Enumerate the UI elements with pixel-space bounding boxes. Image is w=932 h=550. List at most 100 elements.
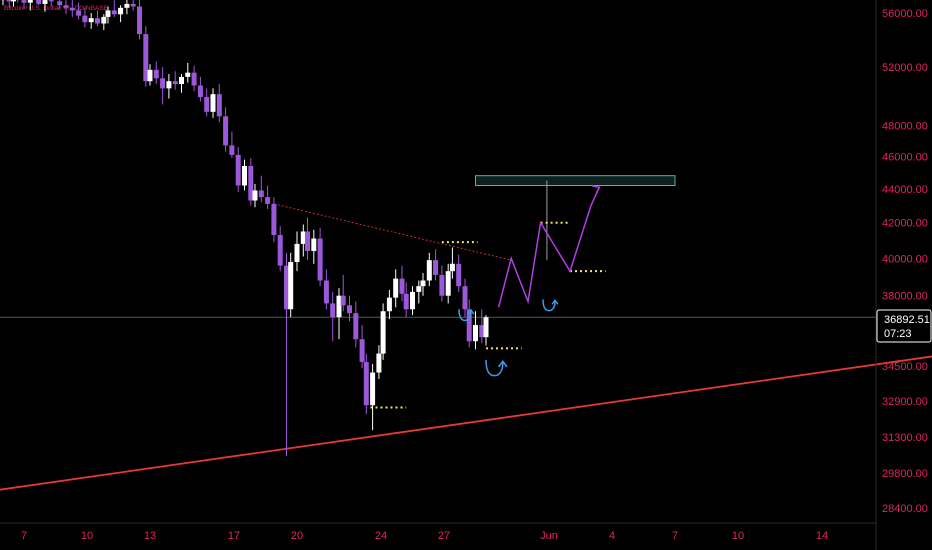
annotations-layer	[370, 175, 676, 409]
reversal-arrowhead	[498, 360, 508, 368]
candle-body	[445, 271, 451, 296]
reversal-arrow	[458, 309, 472, 322]
candle-body	[210, 94, 216, 112]
candle-body	[479, 325, 485, 338]
candle-body	[363, 361, 369, 406]
candle-body	[403, 293, 409, 310]
price-axis[interactable]: 56000.00 52000.00 48000.00 46000.00 44000.00…	[882, 8, 928, 515]
price-tick-label: 32900.00	[882, 396, 928, 408]
date-tick-label: 17	[228, 530, 240, 542]
candles-layer	[0, 0, 489, 456]
candle-body	[42, 0, 48, 4]
candle-body	[317, 238, 323, 281]
candle-body	[191, 72, 197, 86]
resistance-trendline	[273, 203, 512, 261]
candle-body	[393, 278, 399, 298]
candle-body	[376, 353, 382, 373]
candle-body	[204, 97, 210, 112]
candle-body	[410, 291, 415, 310]
candle-body	[300, 231, 306, 244]
candle-body	[386, 297, 392, 312]
price-tick-label: 44000.00	[882, 184, 928, 196]
candle-body	[347, 305, 352, 314]
candle-body	[105, 10, 111, 17]
candle-body	[11, 0, 16, 2]
date-tick-label: 4	[609, 530, 615, 542]
price-tick-label: 38000.00	[882, 291, 928, 303]
candle-body	[439, 274, 445, 296]
candle-body	[433, 260, 439, 275]
date-tick-label: 10	[81, 530, 93, 542]
candle-body	[216, 94, 222, 117]
price-tick-label: 28400.00	[882, 503, 928, 515]
candle-body	[153, 69, 159, 79]
candle-body	[248, 165, 254, 201]
candle-body	[330, 303, 336, 318]
candle-body	[197, 85, 203, 98]
date-tick-label: Jun	[540, 530, 558, 542]
candle-body	[420, 280, 426, 287]
candle-body	[6, 0, 12, 2]
candle-body	[399, 278, 405, 294]
date-tick-label: 7	[21, 530, 27, 542]
projection-arrowhead	[592, 185, 601, 194]
price-tick-label: 34500.00	[882, 361, 928, 373]
date-tick-label: 13	[144, 530, 156, 542]
candle-body	[48, 0, 54, 2]
candle-body	[242, 165, 247, 186]
candle-body	[21, 0, 27, 3]
candle-body	[95, 18, 100, 24]
candle-body	[265, 197, 271, 204]
candle-body	[118, 7, 124, 15]
date-tick-label: 24	[375, 530, 387, 542]
date-tick-label: 14	[816, 530, 828, 542]
date-tick-label: 7	[672, 530, 678, 542]
candle-body	[179, 76, 184, 85]
candle-body	[359, 339, 365, 362]
candle-body	[27, 0, 33, 3]
reversal-arrowhead	[551, 299, 559, 305]
candle-body	[124, 3, 130, 8]
projection-path	[497, 186, 601, 308]
reversal-arrow	[485, 359, 504, 377]
candle-body	[294, 243, 300, 262]
candle-body	[63, 5, 69, 8]
candle-body	[340, 295, 346, 306]
candle-countdown: 07:23	[884, 328, 912, 340]
candle-body	[416, 286, 422, 292]
price-tick-label: 56000.00	[882, 8, 928, 20]
price-tick-label: 48000.00	[882, 120, 928, 132]
last-price-tag: 36892.51 07:23	[876, 309, 932, 343]
candle-body	[137, 6, 142, 35]
price-tick-label: 29800.00	[882, 468, 928, 480]
last-price-tag-box	[876, 309, 932, 343]
candle-body	[271, 203, 277, 235]
candle-body	[323, 280, 329, 304]
candle-body	[252, 190, 258, 201]
candle-body	[147, 69, 153, 82]
candle-body	[223, 116, 229, 146]
date-tick-label: 20	[291, 530, 303, 542]
candle-body	[57, 1, 63, 6]
time-axis[interactable]: 7 10 13 17 20 24 27 Jun 4 7 10 14	[21, 530, 828, 542]
reversal-arrow	[542, 299, 556, 312]
candle-body	[130, 3, 136, 7]
candle-body	[466, 309, 472, 342]
price-tick-label: 31300.00	[882, 432, 928, 444]
candle-body	[166, 81, 172, 89]
price-tick-label: 46000.00	[882, 151, 928, 163]
target-zone	[475, 175, 676, 187]
price-tick-label: 42000.00	[882, 218, 928, 230]
chart-title: Bitcoin / U.S. Dollar, 4h, COINBASE	[4, 5, 109, 12]
candle-body	[76, 10, 82, 16]
candle-body	[380, 311, 386, 354]
candle-body	[111, 10, 117, 15]
candle-body	[185, 72, 191, 77]
price-tick-label: 40000.00	[882, 253, 928, 265]
candle-body	[284, 265, 289, 310]
candle-body	[305, 231, 310, 252]
candle-body	[258, 190, 264, 198]
candle-body	[235, 154, 241, 186]
